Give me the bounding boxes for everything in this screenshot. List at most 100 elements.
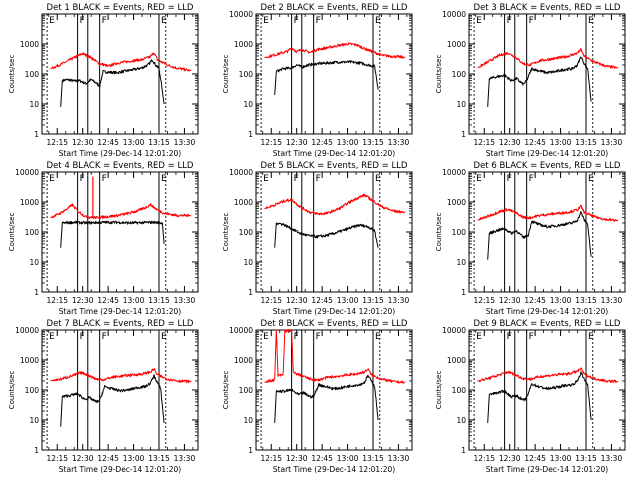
y-tick-label: 10000	[442, 326, 466, 335]
interval-marker-label: E	[161, 16, 167, 26]
interval-marker-label: F	[102, 332, 107, 342]
interval-marker-label: E	[375, 16, 381, 26]
x-tick-label: 13:30	[174, 454, 196, 463]
x-tick-label: 13:00	[550, 138, 572, 147]
panel-title: Det 9 BLACK = Events, RED = LLD	[474, 319, 621, 329]
detector-panel: Det 3 BLACK = Events, RED = LLD 1 10 100 100…	[435, 3, 626, 158]
y-axis-label: Counts/sec	[8, 213, 16, 252]
interval-marker-label: E	[49, 16, 55, 26]
y-tick-label: 100	[452, 386, 467, 395]
x-tick-label: 12:15	[46, 454, 68, 463]
y-tick-label: 10000	[229, 10, 253, 19]
x-tick-label: 13:00	[550, 454, 572, 463]
y-tick-label: 100	[25, 228, 40, 237]
x-tick-label: 12:30	[286, 138, 308, 147]
interval-marker-label: F	[507, 332, 512, 342]
y-tick-label: 1000	[447, 198, 466, 207]
interval-marker-label: F	[316, 16, 321, 26]
y-axis-label: Counts/sec	[222, 213, 230, 252]
x-tick-label: 13:15	[362, 138, 384, 147]
x-tick-label: 12:45	[524, 296, 546, 305]
panel-title: Det 5 BLACK = Events, RED = LLD	[261, 161, 408, 171]
plot-frame	[468, 13, 626, 135]
x-tick-label: 12:45	[97, 138, 119, 147]
interval-marker-label: E	[476, 16, 482, 26]
x-tick-label: 12:45	[311, 296, 333, 305]
events-rate-line	[274, 60, 379, 96]
y-tick-label: 1	[248, 288, 253, 297]
interval-marker-label: E	[476, 332, 482, 342]
x-tick-label: 13:00	[337, 138, 359, 147]
y-axis-label: Counts/sec	[435, 55, 443, 94]
y-tick-label: 1	[34, 446, 39, 455]
y-tick-label: 100	[452, 70, 467, 79]
interval-marker-label: E	[588, 332, 594, 342]
x-tick-label: 12:30	[72, 454, 94, 463]
detector-panel: Det 5 BLACK = Events, RED = LLD 1 10 100 100…	[222, 161, 413, 316]
y-tick-label: 1000	[20, 356, 39, 365]
y-axis-label: Counts/sec	[8, 371, 16, 410]
x-tick-label: 13:15	[575, 296, 597, 305]
y-tick-label: 100	[25, 386, 40, 395]
y-tick-label: 1000	[447, 356, 466, 365]
interval-marker-label: F	[529, 16, 534, 26]
interval-marker-label: E	[263, 16, 269, 26]
x-axis-label: Start Time (29-Dec-14 12:01:20)	[273, 307, 395, 316]
x-tick-label: 13:00	[123, 138, 145, 147]
x-axis-label: Start Time (29-Dec-14 12:01:20)	[273, 465, 395, 474]
x-axis-label: Start Time (29-Dec-14 12:01:20)	[273, 149, 395, 158]
lld-rate-line	[477, 48, 619, 69]
y-tick-label: 10	[456, 100, 466, 109]
lld-rate-line	[264, 42, 406, 59]
plot-frame	[41, 171, 199, 293]
x-tick-label: 12:30	[499, 296, 521, 305]
y-tick-label: 1000	[234, 356, 253, 365]
x-tick-label: 13:30	[174, 138, 196, 147]
x-tick-label: 12:45	[97, 296, 119, 305]
y-axis-label: Counts/sec	[222, 371, 230, 410]
interval-marker-label: F	[294, 174, 299, 184]
x-tick-label: 12:15	[473, 138, 495, 147]
plot-frame	[41, 329, 199, 451]
interval-marker-label: E	[49, 174, 55, 184]
interval-marker-label: E	[375, 332, 381, 342]
y-tick-label: 10	[456, 416, 466, 425]
y-tick-label: 10000	[442, 10, 466, 19]
detector-panel: Det 4 BLACK = Events, RED = LLD 1 10 100 100…	[8, 161, 199, 316]
x-axis-label: Start Time (29-Dec-14 12:01:20)	[486, 465, 608, 474]
x-tick-label: 12:45	[97, 454, 119, 463]
x-tick-label: 12:15	[260, 454, 282, 463]
lld-rate-line	[477, 367, 619, 384]
detector-panel: Det 1 BLACK = Events, RED = LLD 1 10 100 100…	[8, 3, 199, 158]
y-tick-label: 1	[34, 288, 39, 297]
panel-title: Det 1 BLACK = Events, RED = LLD	[47, 3, 194, 13]
events-rate-line	[487, 56, 592, 107]
x-tick-label: 12:30	[72, 138, 94, 147]
interval-marker-label: E	[49, 332, 55, 342]
y-tick-label: 10000	[229, 326, 253, 335]
panel-title: Det 4 BLACK = Events, RED = LLD	[47, 161, 194, 171]
y-tick-label: 1000	[234, 40, 253, 49]
y-axis-label: Counts/sec	[435, 213, 443, 252]
y-tick-label: 100	[239, 228, 254, 237]
x-tick-label: 12:15	[46, 138, 68, 147]
interval-marker-label: F	[529, 332, 534, 342]
y-tick-label: 1000	[234, 198, 253, 207]
plot-frame	[255, 171, 413, 293]
events-rate-line	[60, 220, 165, 248]
x-tick-label: 13:15	[575, 138, 597, 147]
y-axis-label: Counts/sec	[8, 55, 16, 94]
lld-rate-line	[264, 329, 406, 385]
x-axis-label: Start Time (29-Dec-14 12:01:20)	[59, 307, 181, 316]
x-tick-label: 13:00	[123, 296, 145, 305]
y-tick-label: 1	[461, 446, 466, 455]
y-tick-label: 100	[239, 70, 254, 79]
x-tick-label: 13:00	[337, 296, 359, 305]
interval-marker-label: E	[588, 16, 594, 26]
x-tick-label: 12:45	[311, 138, 333, 147]
y-tick-label: 10	[243, 258, 253, 267]
x-tick-label: 12:15	[473, 296, 495, 305]
detector-panel: Det 9 BLACK = Events, RED = LLD 1 10 100 100…	[435, 319, 626, 474]
x-tick-label: 13:00	[123, 454, 145, 463]
